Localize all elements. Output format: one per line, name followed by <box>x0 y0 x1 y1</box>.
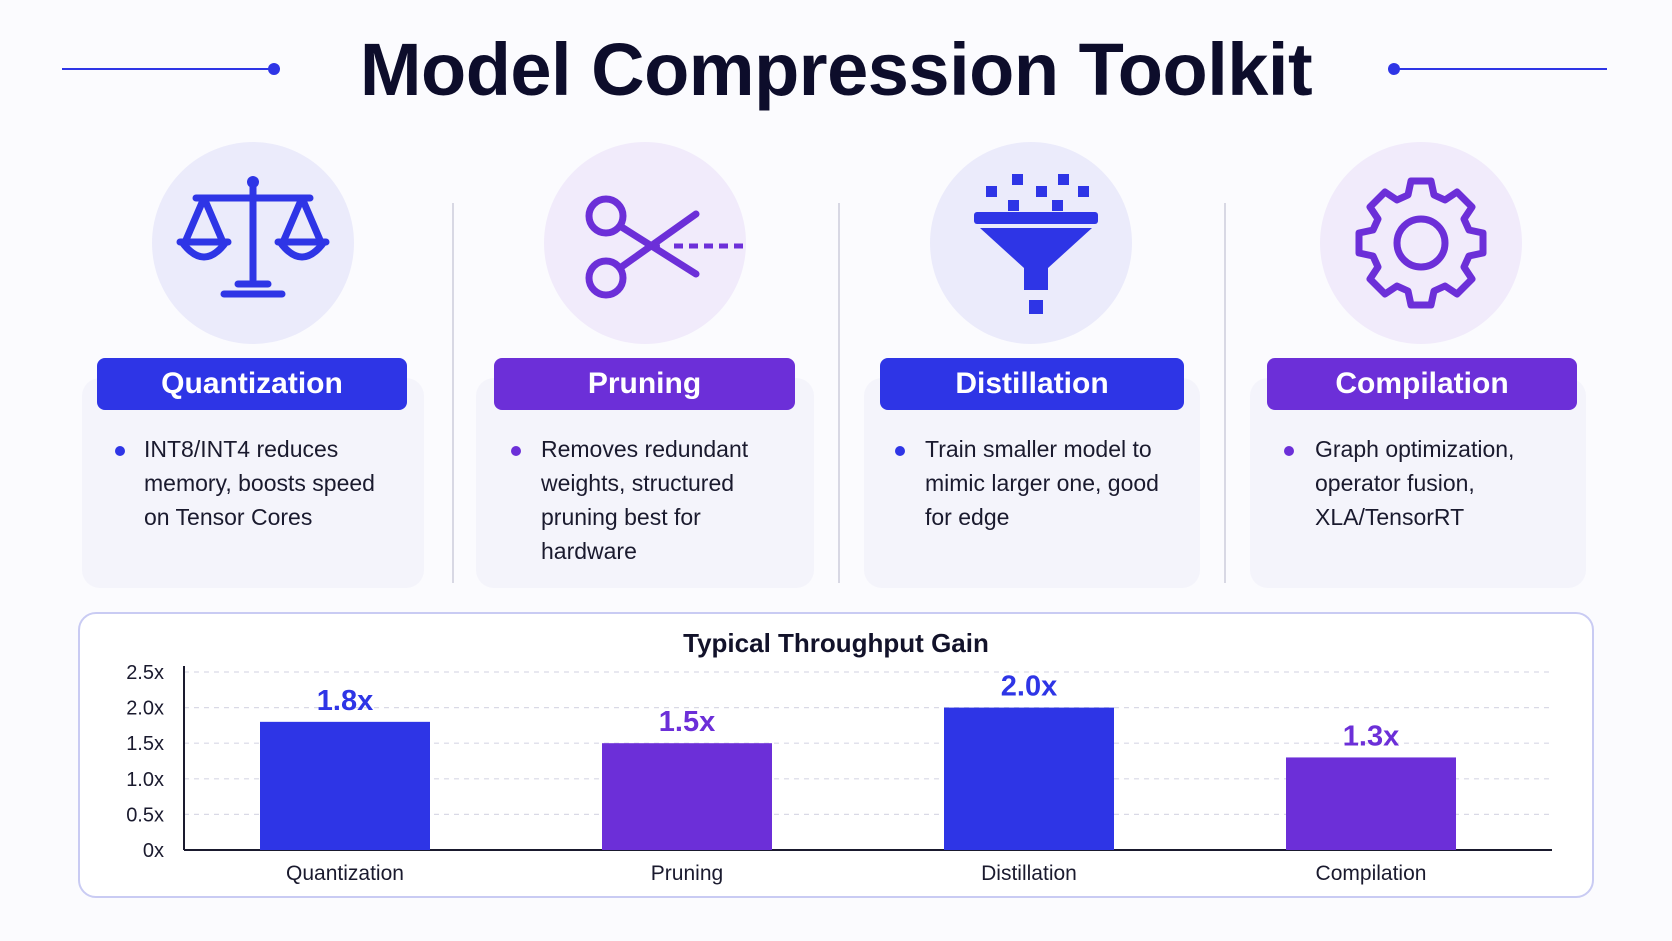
header-rule-left <box>62 68 272 70</box>
bar-pruning <box>602 743 772 850</box>
y-tick-label: 2.0x <box>126 698 164 720</box>
quantization-icon-badge <box>152 142 354 344</box>
distillation-icon-badge <box>930 142 1132 344</box>
compilation-card <box>1250 378 1586 588</box>
throughput-chart-panel: Typical Throughput Gain 0x 0.5x 1.0x 1.5x 2.… <box>78 612 1594 898</box>
balance-scale-icon <box>176 176 330 298</box>
column-divider <box>838 203 840 583</box>
distillation-description: Train smaller model to mimic larger one,… <box>925 436 1159 530</box>
bar-quantization <box>260 721 430 850</box>
bullet-dot <box>895 446 905 456</box>
page-title: Model Compression Toolkit <box>359 28 1313 111</box>
distillation-label: Distillation <box>880 358 1184 410</box>
bullet-dot <box>511 446 521 456</box>
header-rule-right <box>1392 68 1607 70</box>
bar-distillation <box>944 707 1114 850</box>
header: Model Compression Toolkit <box>0 0 1672 140</box>
x-tick-label: Quantization <box>286 862 404 885</box>
quantization-card <box>82 378 424 588</box>
funnel-icon <box>974 174 1098 314</box>
quantization-description: INT8/INT4 reduces memory, boosts speed o… <box>144 436 375 530</box>
bullet-dot <box>115 446 125 456</box>
y-tick-label: 1.5x <box>126 733 164 755</box>
bar-value-label: 2.0x <box>1001 671 1057 703</box>
pruning-card <box>476 378 814 588</box>
throughput-bar-chart: 0x 0.5x 1.0x 1.5x 2.0x 2.5x 1.8x Quantization 1.… <box>126 662 1552 885</box>
technique-distillation: Distillation Train smaller model to mimi… <box>838 140 1224 590</box>
quantization-label: Quantization <box>97 358 407 410</box>
y-tick-label: 0.5x <box>126 804 164 826</box>
pruning-icon-badge <box>544 142 746 344</box>
compilation-icon-badge <box>1320 142 1522 344</box>
chart-title: Typical Throughput Gain <box>683 628 989 658</box>
technique-compilation: Compilation Graph optimization, operator… <box>1224 140 1672 590</box>
technique-pruning: Pruning Removes redundant weights, struc… <box>452 140 838 590</box>
bar-value-label: 1.8x <box>317 685 373 717</box>
distillation-card <box>864 378 1200 588</box>
column-divider <box>1224 203 1226 583</box>
x-tick-label: Compilation <box>1316 862 1427 885</box>
bullet-dot <box>1284 446 1294 456</box>
bar-value-label: 1.3x <box>1343 720 1399 752</box>
bar-value-label: 1.5x <box>659 706 715 738</box>
pruning-label: Pruning <box>494 358 795 410</box>
y-tick-label: 1.0x <box>126 769 164 791</box>
compilation-label: Compilation <box>1267 358 1577 410</box>
x-tick-label: Pruning <box>651 862 723 885</box>
y-tick-label: 2.5x <box>126 662 164 684</box>
technique-quantization: Quantization INT8/INT4 reduces memory, b… <box>0 140 452 590</box>
compilation-description: Graph optimization, operator fusion, XLA… <box>1315 436 1515 530</box>
y-tick-label: 0x <box>143 840 164 862</box>
header-dot-left <box>268 63 280 75</box>
scissors-icon <box>585 195 746 299</box>
pruning-description: Removes redundant weights, structured pr… <box>541 436 749 564</box>
column-divider <box>452 203 454 583</box>
gear-icon <box>1355 177 1487 309</box>
x-tick-label: Distillation <box>981 862 1077 885</box>
bar-compilation <box>1286 757 1456 850</box>
